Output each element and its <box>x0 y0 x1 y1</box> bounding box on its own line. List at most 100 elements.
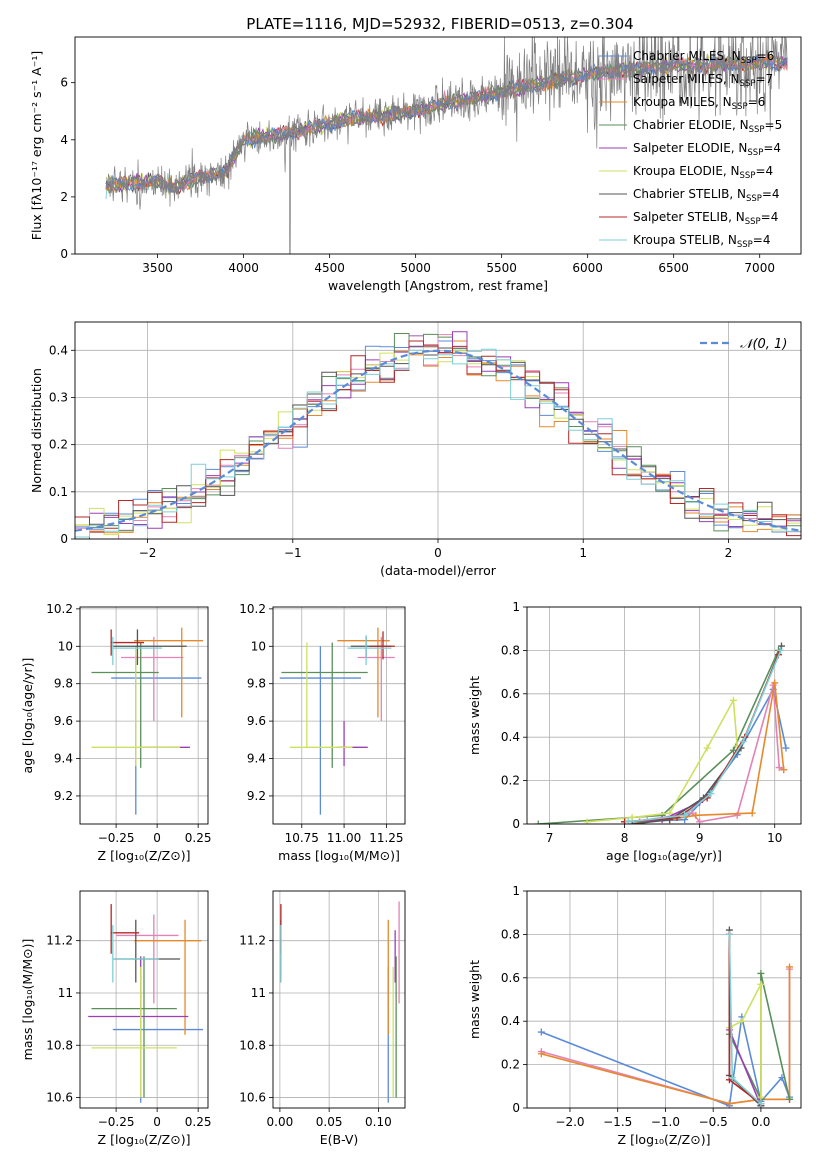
axes-frame <box>74 321 802 540</box>
x-tick-label: 10.75 <box>285 831 319 845</box>
y-tick-label: 10 <box>251 639 266 653</box>
x-axis-label: Z [log₁₀(Z/Z⊙)] <box>98 1132 191 1147</box>
weight-marker <box>628 813 636 821</box>
y-tick-label: 0.4 <box>49 343 68 357</box>
y-tick-label: 9.2 <box>54 789 73 803</box>
weight-marker <box>777 646 785 654</box>
histogram-panel: −2 −1 0 1 2 0 0.1 0.2 0.3 0.4 (data-model)/error No… <box>29 321 802 578</box>
x-tick-label: 0.10 <box>365 1115 392 1129</box>
x-tick-label: 5500 <box>486 261 517 275</box>
weight-marker <box>537 1050 545 1058</box>
x-tick-label: 4000 <box>228 261 259 275</box>
x-tick-label: 8 <box>621 831 629 845</box>
y-tick-label: 0.6 <box>501 971 520 985</box>
y-axis-label: mass weight <box>467 960 482 1039</box>
x-tick-label: 0 <box>153 1115 161 1129</box>
y-tick-label: 2 <box>60 190 68 204</box>
weight-marker <box>583 818 591 824</box>
axes-frame <box>526 890 802 1109</box>
weight-vs-age-panel: 7 8 9 10 0 0.2 0.4 0.6 0.8 1 age [log₁₀(age/yr)] ma… <box>467 600 802 863</box>
observed-spectrum <box>105 37 788 254</box>
weight-marker <box>775 764 783 772</box>
y-tick-label: 0 <box>512 1101 520 1115</box>
y-tick-label: 0.2 <box>49 438 68 452</box>
weight-marker <box>725 930 733 938</box>
histogram-legend: 𝒩(0, 1) <box>700 337 787 352</box>
x-tick-label: 10 <box>767 831 782 845</box>
x-tick-label: 0.05 <box>316 1115 343 1129</box>
weight-marker <box>748 809 756 817</box>
x-tick-label: 5000 <box>400 261 431 275</box>
mass-vs-Z-panel: −0.25 0 0.25 10.6 10.8 11 11.2 Z [log₁₀(Z/Z⊙)] m… <box>20 890 212 1147</box>
y-tick-label: 9.6 <box>247 714 266 728</box>
y-tick-label: 0 <box>60 247 68 261</box>
x-tick-label: 0.25 <box>185 1115 212 1129</box>
y-tick-label: 9.2 <box>247 789 266 803</box>
weight-line <box>729 983 762 1098</box>
x-axis-label: wavelength [Angstrom, rest frame] <box>328 278 548 293</box>
weight-marker <box>725 1100 733 1108</box>
weight-line <box>587 697 738 823</box>
y-tick-label: 10 <box>58 639 73 653</box>
x-tick-label: 6500 <box>658 261 689 275</box>
weight-marker <box>757 1093 765 1101</box>
weight-marker <box>707 790 715 798</box>
weight-marker <box>728 1074 736 1082</box>
weight-marker <box>666 809 674 817</box>
y-tick-label: 0.4 <box>501 730 520 744</box>
y-tick-label: 0.3 <box>49 390 68 404</box>
weight-marker <box>537 1028 545 1036</box>
x-tick-label: 0.25 <box>185 831 212 845</box>
x-tick-label: −1.0 <box>651 1115 680 1129</box>
weight-line <box>541 1016 791 1107</box>
x-tick-label: 2 <box>725 546 733 560</box>
weight-marker <box>757 969 765 977</box>
x-axis-label: Z [log₁₀(Z/Z⊙)] <box>98 848 191 863</box>
weight-line <box>639 682 785 823</box>
weight-marker <box>738 1017 746 1025</box>
y-axis-label: Flux [fλ10⁻¹⁷ erg cm⁻² s⁻¹ A⁻¹] <box>29 51 44 240</box>
age-vs-mass-panel: 10.75 11.00 11.25 9.2 9.4 9.6 9.8 10 10.2 mass [l… <box>239 602 406 863</box>
weight-marker <box>729 696 737 704</box>
y-tick-label: 0.8 <box>501 643 520 657</box>
age-vs-Z-panel: −0.25 0 0.25 9.2 9.4 9.6 9.8 10 10.2 Z [log₁₀(Z/Z… <box>20 602 212 863</box>
y-tick-label: 0 <box>60 532 68 546</box>
axes-frame <box>74 36 802 255</box>
y-tick-label: 0.8 <box>501 927 520 941</box>
weight-marker <box>757 1100 765 1108</box>
axes-frame <box>79 606 209 825</box>
y-tick-label: 9.8 <box>54 677 73 691</box>
y-tick-label: 11.2 <box>239 934 266 948</box>
y-tick-label: 9.6 <box>54 714 73 728</box>
x-tick-label: 6000 <box>572 261 603 275</box>
weight-line <box>728 1029 762 1107</box>
weight-marker <box>782 744 790 752</box>
x-tick-label: −1.5 <box>603 1115 632 1129</box>
y-tick-label: 0.2 <box>501 1058 520 1072</box>
x-tick-label: −1 <box>284 546 302 560</box>
y-tick-label: 0.4 <box>501 1014 520 1028</box>
x-tick-label: −2 <box>139 546 157 560</box>
y-tick-label: 0.2 <box>501 774 520 788</box>
y-axis-label: mass [log₁₀(M/M⊙)] <box>20 939 35 1061</box>
legend-entry: Salpeter ELODIE, NSSP=4 <box>633 141 781 158</box>
x-tick-label: −0.25 <box>98 831 135 845</box>
legend-entry: Salpeter STELIB, NSSP=4 <box>633 210 778 227</box>
spectrum-panel: 3500 4000 4500 5000 5500 6000 6500 7000 0 2 4 6 wave… <box>29 36 802 293</box>
x-tick-label: 7 <box>546 831 554 845</box>
y-axis-label: Normed distribution <box>29 368 44 493</box>
weight-line <box>538 650 780 824</box>
x-tick-label: −0.25 <box>98 1115 135 1129</box>
y-tick-label: 9.4 <box>54 752 73 766</box>
weight-marker <box>786 1095 794 1103</box>
x-tick-label: 4500 <box>314 261 345 275</box>
legend-entry: Chabrier ELODIE, NSSP=5 <box>633 118 782 135</box>
normal-curve <box>75 349 801 532</box>
x-tick-label: 0.0 <box>751 1115 770 1129</box>
y-tick-label: 6 <box>60 76 68 90</box>
x-tick-label: 7000 <box>744 261 775 275</box>
y-tick-label: 10.8 <box>46 1038 73 1052</box>
legend-entry: Kroupa STELIB, NSSP=4 <box>633 233 771 250</box>
x-tick-label: −0.5 <box>699 1115 728 1129</box>
